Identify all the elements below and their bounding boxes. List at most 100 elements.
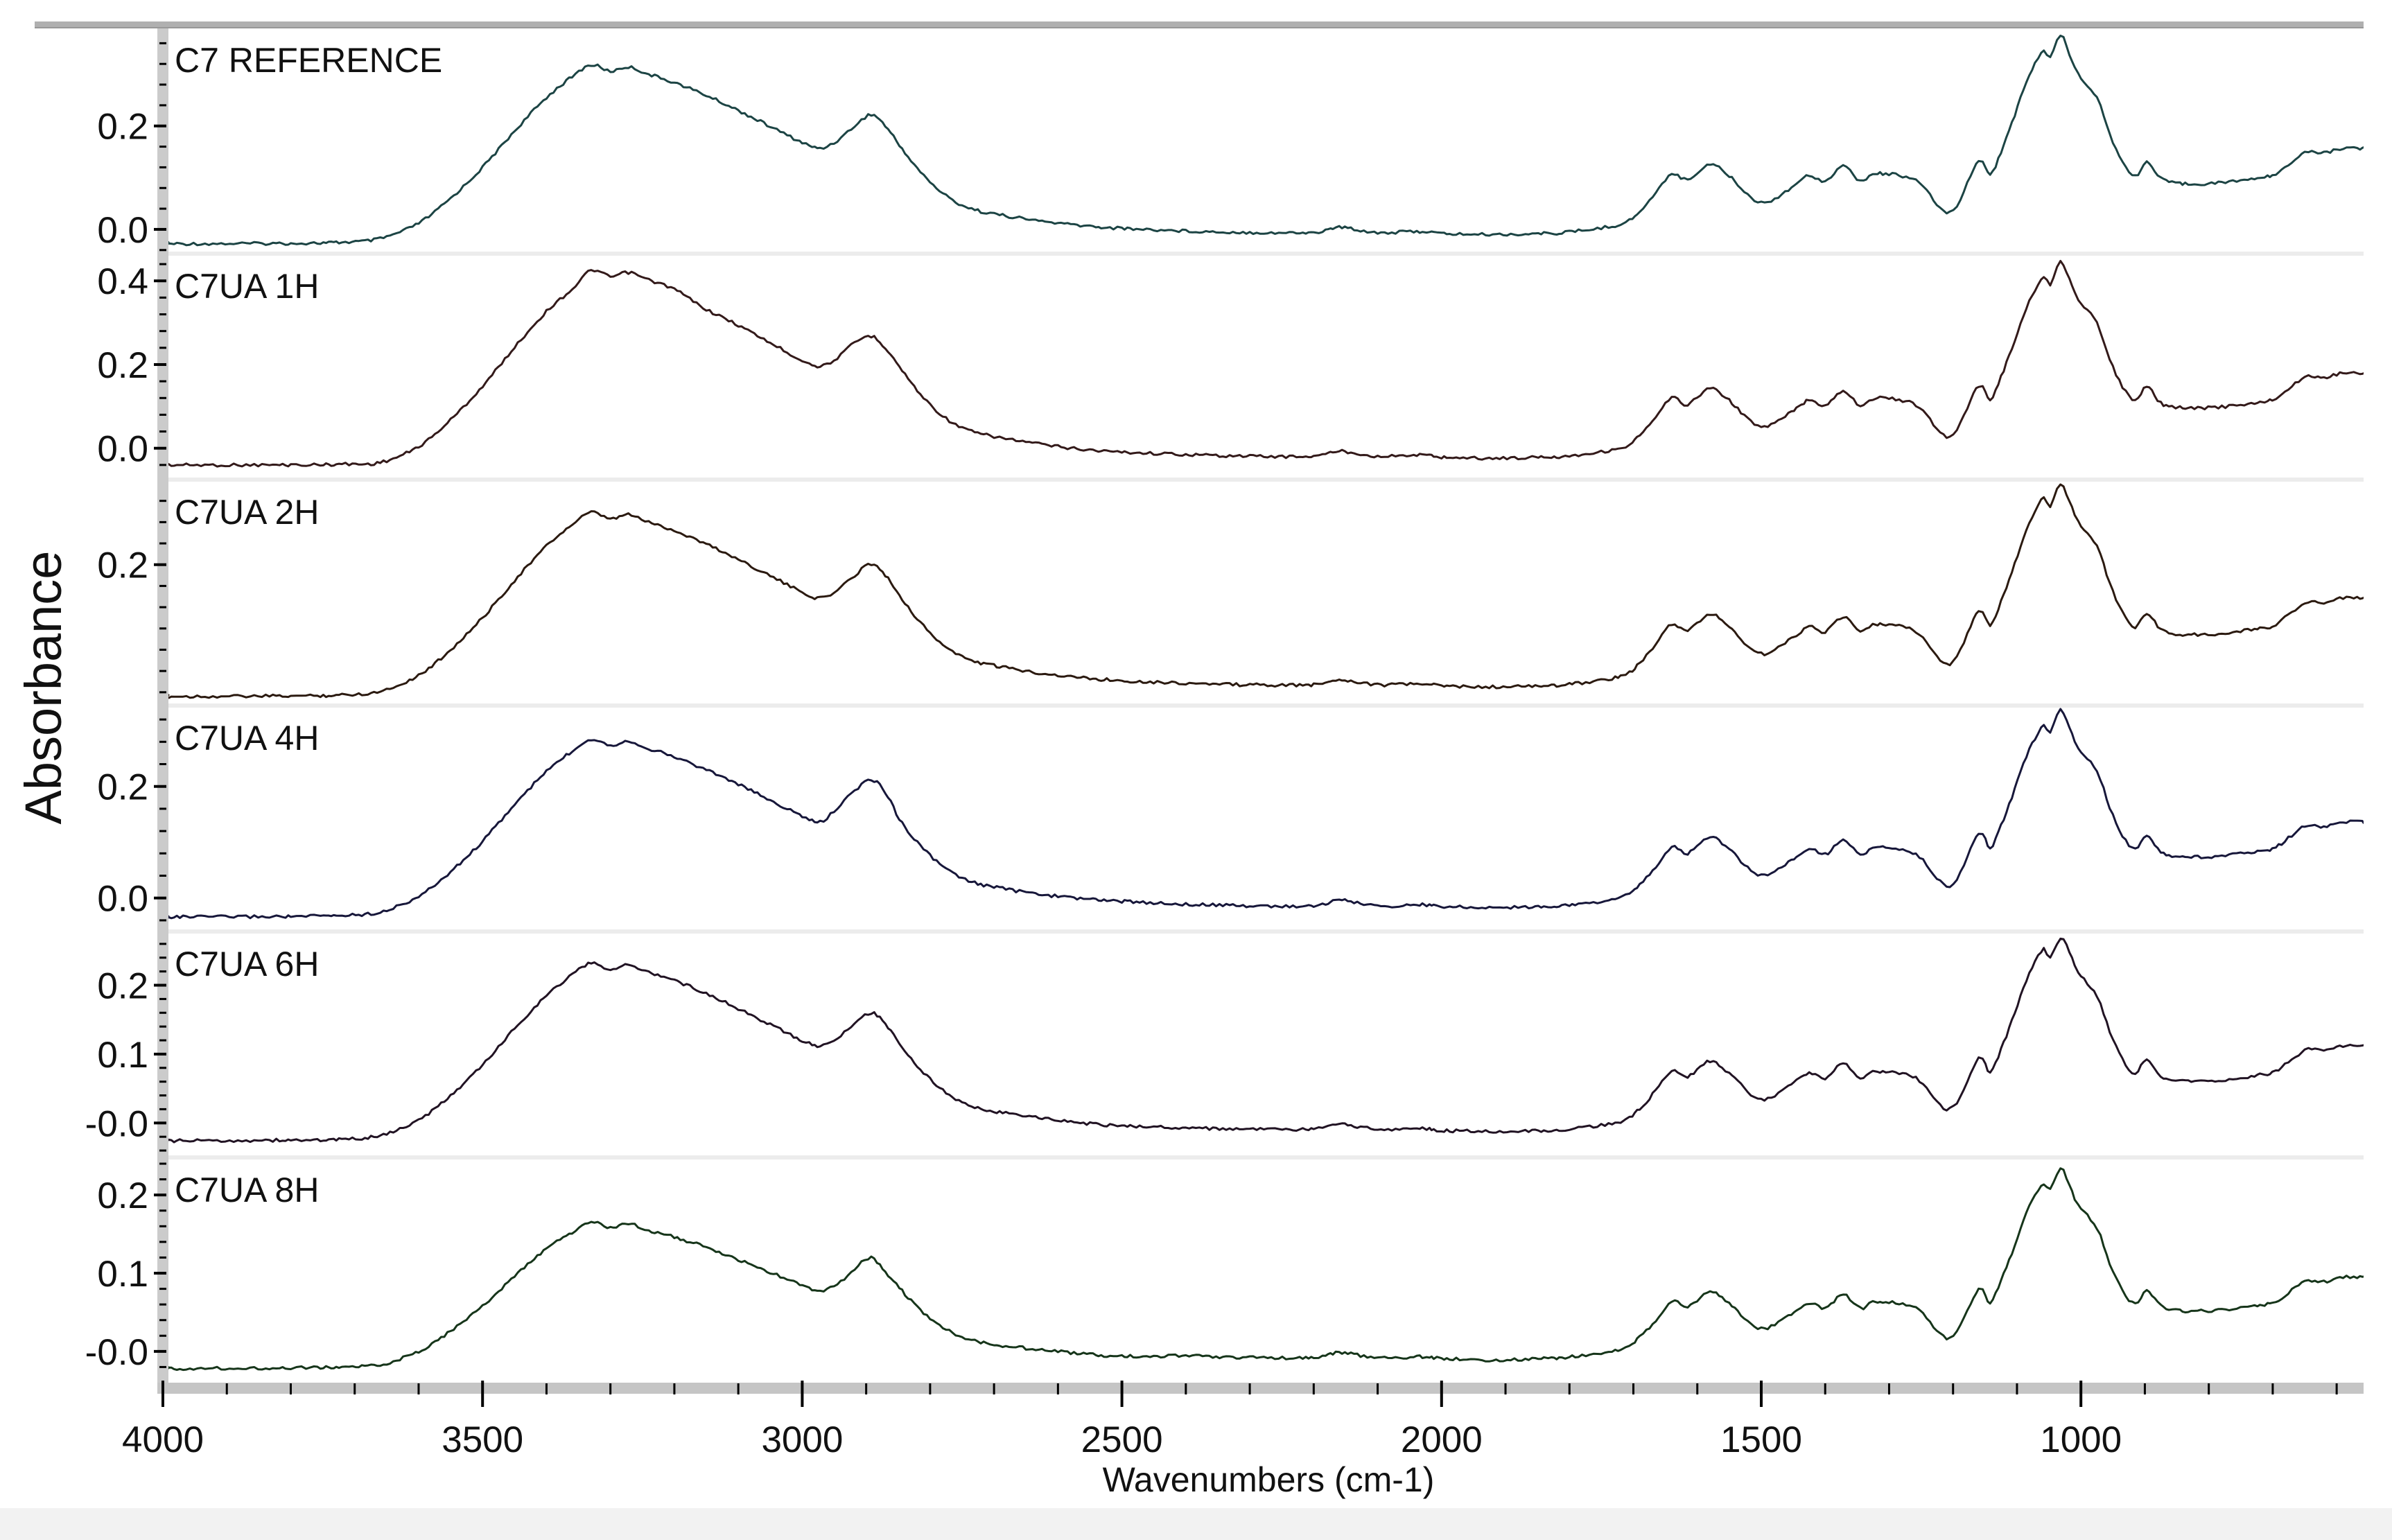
spectrum-curve-2 xyxy=(168,260,2364,468)
y-tick-label: 0.2 xyxy=(97,966,148,1007)
y-minor-tick xyxy=(159,263,166,265)
axis-ticks xyxy=(154,42,2338,1407)
y-major-tick xyxy=(154,896,166,900)
y-tick-label: -0.0 xyxy=(85,1103,148,1144)
y-minor-tick xyxy=(159,1241,166,1243)
panel-separator xyxy=(168,929,2364,934)
y-tick-label: -0.0 xyxy=(85,1332,148,1373)
x-minor-tick xyxy=(2335,1383,2338,1394)
x-major-tick xyxy=(1120,1381,1124,1407)
y-tick-label: 0.0 xyxy=(97,879,148,920)
x-tick-label: 1500 xyxy=(1720,1419,1802,1460)
x-minor-tick xyxy=(609,1383,612,1394)
panel-separator xyxy=(168,252,2364,256)
y-minor-tick xyxy=(159,1011,166,1014)
x-minor-tick xyxy=(1312,1383,1315,1394)
footer-strip xyxy=(0,1508,2392,1540)
spectrum-curve-5 xyxy=(168,937,2364,1144)
y-major-tick xyxy=(154,983,166,987)
y-axis-bar xyxy=(157,28,168,1394)
y-tick-label: 0.4 xyxy=(97,261,148,302)
y-minor-tick xyxy=(159,347,166,349)
y-minor-tick xyxy=(159,430,166,433)
x-minor-tick xyxy=(2016,1383,2018,1394)
y-minor-tick xyxy=(159,919,166,922)
x-minor-tick xyxy=(993,1383,995,1394)
x-minor-tick xyxy=(2208,1383,2210,1394)
x-tick-label: 4000 xyxy=(122,1419,204,1460)
y-minor-tick xyxy=(159,500,166,502)
y-minor-tick xyxy=(159,413,166,416)
y-minor-tick xyxy=(159,1319,166,1322)
spectrum-curve-1 xyxy=(168,35,2364,247)
y-minor-tick xyxy=(159,1178,166,1181)
x-minor-tick xyxy=(1952,1383,1955,1394)
x-tick-label: 2000 xyxy=(1401,1419,1483,1460)
x-minor-tick xyxy=(1504,1383,1507,1394)
x-minor-tick xyxy=(929,1383,932,1394)
y-minor-tick xyxy=(159,83,166,86)
x-minor-tick xyxy=(1568,1383,1571,1394)
spectrum-curve-6 xyxy=(168,1167,2364,1372)
y-minor-tick xyxy=(159,146,166,148)
panel-label-4: C7UA 4H xyxy=(175,719,319,758)
y-tick-label: 0.2 xyxy=(97,767,148,808)
y-minor-tick xyxy=(159,1225,166,1227)
top-frame-edge xyxy=(35,27,2364,28)
y-minor-tick xyxy=(159,1334,166,1337)
x-minor-tick xyxy=(1248,1383,1251,1394)
y-tick-label: 0.2 xyxy=(97,107,148,148)
x-minor-tick xyxy=(865,1383,868,1394)
top-frame-bar xyxy=(35,21,2364,28)
y-minor-tick xyxy=(159,296,166,299)
y-major-tick xyxy=(154,1349,166,1353)
y-minor-tick xyxy=(159,670,166,672)
y-minor-tick xyxy=(159,380,166,383)
y-minor-tick xyxy=(159,1108,166,1110)
y-minor-tick xyxy=(159,763,166,766)
y-minor-tick xyxy=(159,691,166,694)
y-minor-tick xyxy=(159,1067,166,1069)
y-major-tick xyxy=(154,1121,166,1125)
x-major-tick xyxy=(2079,1381,2083,1407)
panel-label-3: C7UA 2H xyxy=(175,493,319,532)
y-major-tick xyxy=(154,563,166,566)
y-minor-tick xyxy=(159,249,166,252)
x-tick-label: 3500 xyxy=(442,1419,523,1460)
panel-label-1: C7 REFERENCE xyxy=(175,41,442,80)
y-minor-tick xyxy=(159,1080,166,1083)
spectrum-curve-3 xyxy=(168,483,2364,699)
panel-separator xyxy=(168,703,2364,708)
y-minor-tick xyxy=(159,330,166,333)
x-minor-tick xyxy=(673,1383,676,1394)
y-minor-tick xyxy=(159,807,166,810)
y-major-tick xyxy=(154,124,166,128)
y-axis-title: Absorbance xyxy=(15,551,72,825)
x-axis-title: Wavenumbers (cm-1) xyxy=(1103,1460,1435,1499)
y-minor-tick xyxy=(159,627,166,630)
x-major-tick xyxy=(1760,1381,1763,1407)
x-minor-tick xyxy=(2271,1383,2274,1394)
y-tick-label: 0.2 xyxy=(97,1175,148,1216)
y-minor-tick xyxy=(159,584,166,587)
panel-separator xyxy=(168,478,2364,482)
y-minor-tick xyxy=(159,1209,166,1212)
y-minor-tick xyxy=(159,1288,166,1290)
y-minor-tick xyxy=(159,1135,166,1138)
panel-label-2: C7UA 1H xyxy=(175,267,319,306)
axis-labels: 0.0 0.2 C7 REFERENCE 0.0 0.2 0.4 C7UA 1H 0.2 C7U… xyxy=(85,41,2122,1460)
x-minor-tick xyxy=(1056,1383,1059,1394)
y-tick-label: 0.0 xyxy=(97,210,148,251)
y-tick-label: 0.2 xyxy=(97,545,148,586)
y-minor-tick xyxy=(159,740,166,743)
x-major-tick xyxy=(481,1381,484,1407)
y-minor-tick xyxy=(159,313,166,316)
y-minor-tick xyxy=(159,520,166,523)
y-minor-tick xyxy=(159,1256,166,1259)
y-tick-label: 0.1 xyxy=(97,1254,148,1295)
x-major-tick xyxy=(1440,1381,1443,1407)
x-minor-tick xyxy=(1887,1383,1890,1394)
x-minor-tick xyxy=(1632,1383,1635,1394)
